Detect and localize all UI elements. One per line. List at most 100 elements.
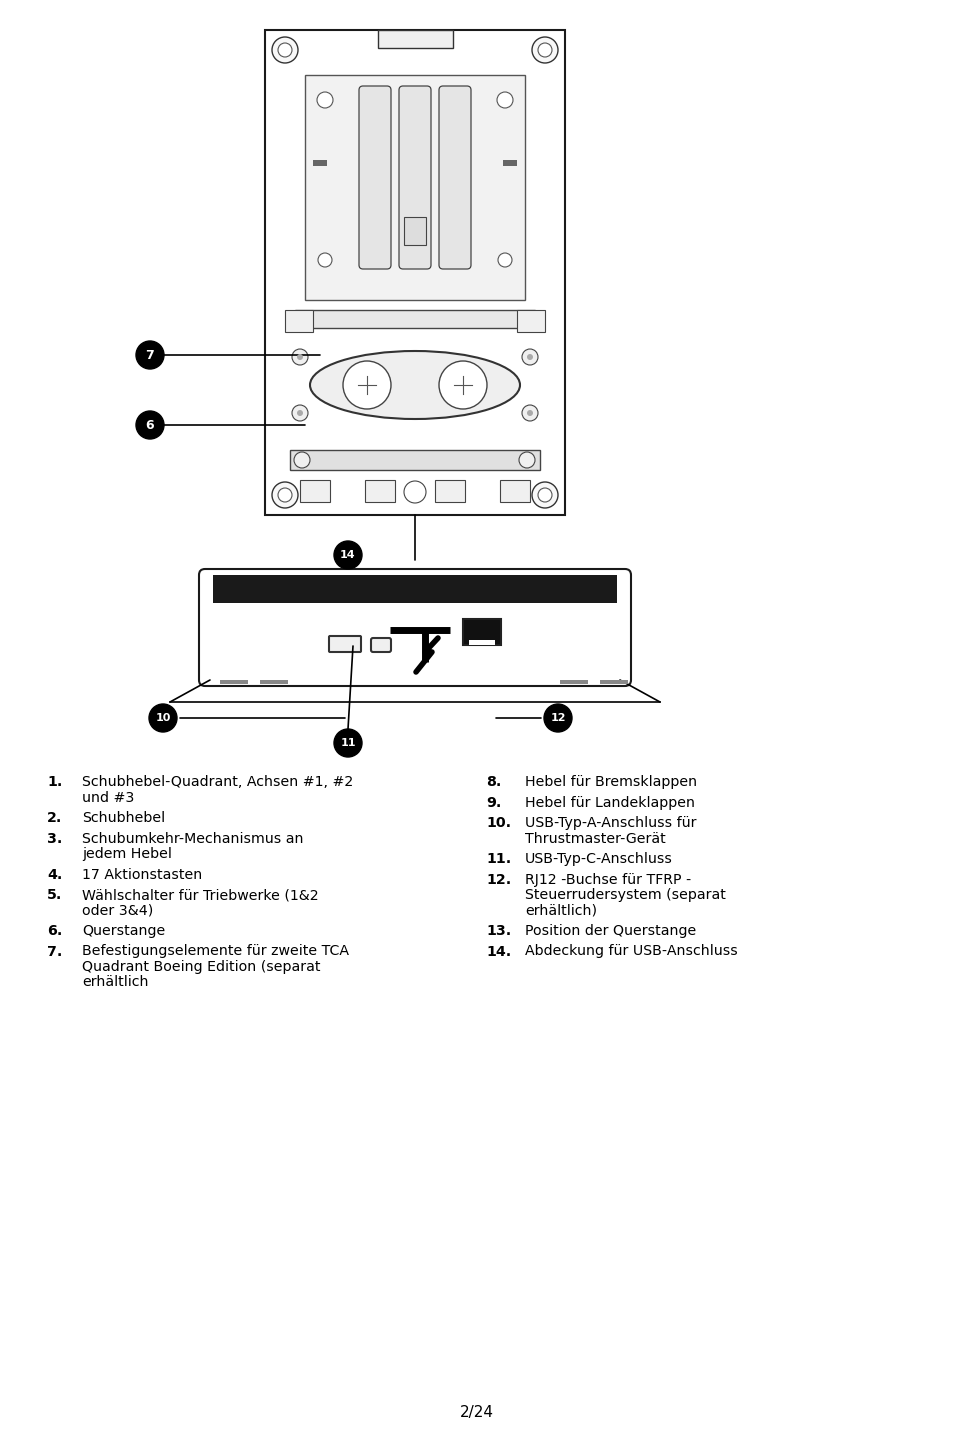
Text: 6: 6 xyxy=(146,418,154,431)
Text: erhältlich: erhältlich xyxy=(82,975,149,990)
Bar xyxy=(220,680,248,684)
FancyBboxPatch shape xyxy=(329,636,360,652)
Text: 7.: 7. xyxy=(47,945,62,958)
Text: USB-Typ-C-Anschluss: USB-Typ-C-Anschluss xyxy=(524,852,672,866)
Text: 11: 11 xyxy=(340,737,355,748)
Circle shape xyxy=(136,411,164,440)
Text: Schubhebel-Quadrant, Achsen #1, #2: Schubhebel-Quadrant, Achsen #1, #2 xyxy=(82,775,353,789)
Circle shape xyxy=(403,481,426,503)
Text: oder 3&4): oder 3&4) xyxy=(82,904,153,918)
Circle shape xyxy=(532,37,558,63)
Circle shape xyxy=(292,405,308,421)
Bar xyxy=(294,309,535,328)
Bar xyxy=(290,450,539,470)
Text: 6.: 6. xyxy=(47,924,62,938)
Text: jedem Hebel: jedem Hebel xyxy=(82,846,172,861)
Bar xyxy=(559,680,587,684)
Text: 1.: 1. xyxy=(47,775,62,789)
Circle shape xyxy=(543,705,572,732)
Circle shape xyxy=(277,488,292,503)
Text: 14: 14 xyxy=(340,550,355,560)
Text: Schubumkehr-Mechanismus an: Schubumkehr-Mechanismus an xyxy=(82,832,303,845)
Circle shape xyxy=(521,349,537,365)
Circle shape xyxy=(532,483,558,508)
Circle shape xyxy=(296,410,303,417)
Text: Befestigungselemente für zweite TCA: Befestigungselemente für zweite TCA xyxy=(82,945,349,958)
Circle shape xyxy=(149,705,177,732)
Bar xyxy=(365,480,395,503)
Text: Abdeckung für USB-Anschluss: Abdeckung für USB-Anschluss xyxy=(524,945,737,958)
Bar xyxy=(265,30,564,516)
Circle shape xyxy=(521,405,537,421)
Circle shape xyxy=(518,453,535,468)
Text: Position der Querstange: Position der Querstange xyxy=(524,924,696,938)
FancyBboxPatch shape xyxy=(199,569,630,686)
Text: und #3: und #3 xyxy=(82,790,134,805)
Circle shape xyxy=(438,361,486,410)
Text: USB-Typ-A-Anschluss für: USB-Typ-A-Anschluss für xyxy=(524,816,696,831)
Text: 7: 7 xyxy=(146,348,154,361)
Bar xyxy=(435,480,464,503)
Bar xyxy=(213,576,617,603)
Text: 3.: 3. xyxy=(47,832,62,845)
Circle shape xyxy=(537,43,552,57)
Text: Wählschalter für Triebwerke (1&2: Wählschalter für Triebwerke (1&2 xyxy=(82,888,318,902)
Circle shape xyxy=(497,92,513,107)
Circle shape xyxy=(272,483,297,508)
Text: 2.: 2. xyxy=(47,811,62,825)
Text: 5.: 5. xyxy=(47,888,62,902)
Text: 13.: 13. xyxy=(485,924,511,938)
Text: 8.: 8. xyxy=(485,775,501,789)
Text: 14.: 14. xyxy=(485,945,511,958)
Text: 10: 10 xyxy=(155,713,171,723)
Circle shape xyxy=(334,541,361,569)
Text: Hebel für Landeklappen: Hebel für Landeklappen xyxy=(524,796,695,809)
Text: RJ12 -Buchse für TFRP -: RJ12 -Buchse für TFRP - xyxy=(524,872,691,886)
Text: Querstange: Querstange xyxy=(82,924,165,938)
Text: Steuerrudersystem (separat: Steuerrudersystem (separat xyxy=(524,888,725,902)
Bar xyxy=(377,30,453,49)
Bar xyxy=(499,480,530,503)
Bar xyxy=(285,309,313,332)
Bar xyxy=(299,480,330,503)
Text: Quadrant Boeing Edition (separat: Quadrant Boeing Edition (separat xyxy=(82,959,320,974)
Bar xyxy=(517,309,544,332)
Bar xyxy=(469,640,495,644)
Text: Thrustmaster-Gerät: Thrustmaster-Gerät xyxy=(524,832,665,845)
Circle shape xyxy=(272,37,297,63)
Circle shape xyxy=(316,92,333,107)
Text: 10.: 10. xyxy=(485,816,511,831)
Circle shape xyxy=(277,43,292,57)
Circle shape xyxy=(334,729,361,758)
Circle shape xyxy=(526,410,533,417)
Circle shape xyxy=(537,488,552,503)
Text: Hebel für Bremsklappen: Hebel für Bremsklappen xyxy=(524,775,697,789)
Text: Schubhebel: Schubhebel xyxy=(82,811,165,825)
Circle shape xyxy=(136,341,164,369)
FancyBboxPatch shape xyxy=(398,86,431,269)
Bar xyxy=(403,218,426,245)
Text: 12.: 12. xyxy=(485,872,511,886)
Circle shape xyxy=(343,361,391,410)
Ellipse shape xyxy=(310,351,519,420)
Circle shape xyxy=(296,354,303,359)
Bar xyxy=(599,680,627,684)
Circle shape xyxy=(526,354,533,359)
FancyBboxPatch shape xyxy=(438,86,471,269)
Circle shape xyxy=(317,253,332,266)
Text: 2/24: 2/24 xyxy=(459,1405,494,1421)
Bar xyxy=(502,160,517,166)
Circle shape xyxy=(292,349,308,365)
Circle shape xyxy=(294,453,310,468)
Text: 9.: 9. xyxy=(485,796,501,809)
Bar xyxy=(260,680,288,684)
FancyBboxPatch shape xyxy=(358,86,391,269)
Bar xyxy=(313,160,327,166)
Text: 17 Aktionstasten: 17 Aktionstasten xyxy=(82,868,202,882)
Text: 11.: 11. xyxy=(485,852,511,866)
Text: erhältlich): erhältlich) xyxy=(524,904,597,918)
Bar xyxy=(462,619,500,644)
Text: 12: 12 xyxy=(550,713,565,723)
FancyBboxPatch shape xyxy=(371,639,391,652)
Circle shape xyxy=(497,253,512,266)
